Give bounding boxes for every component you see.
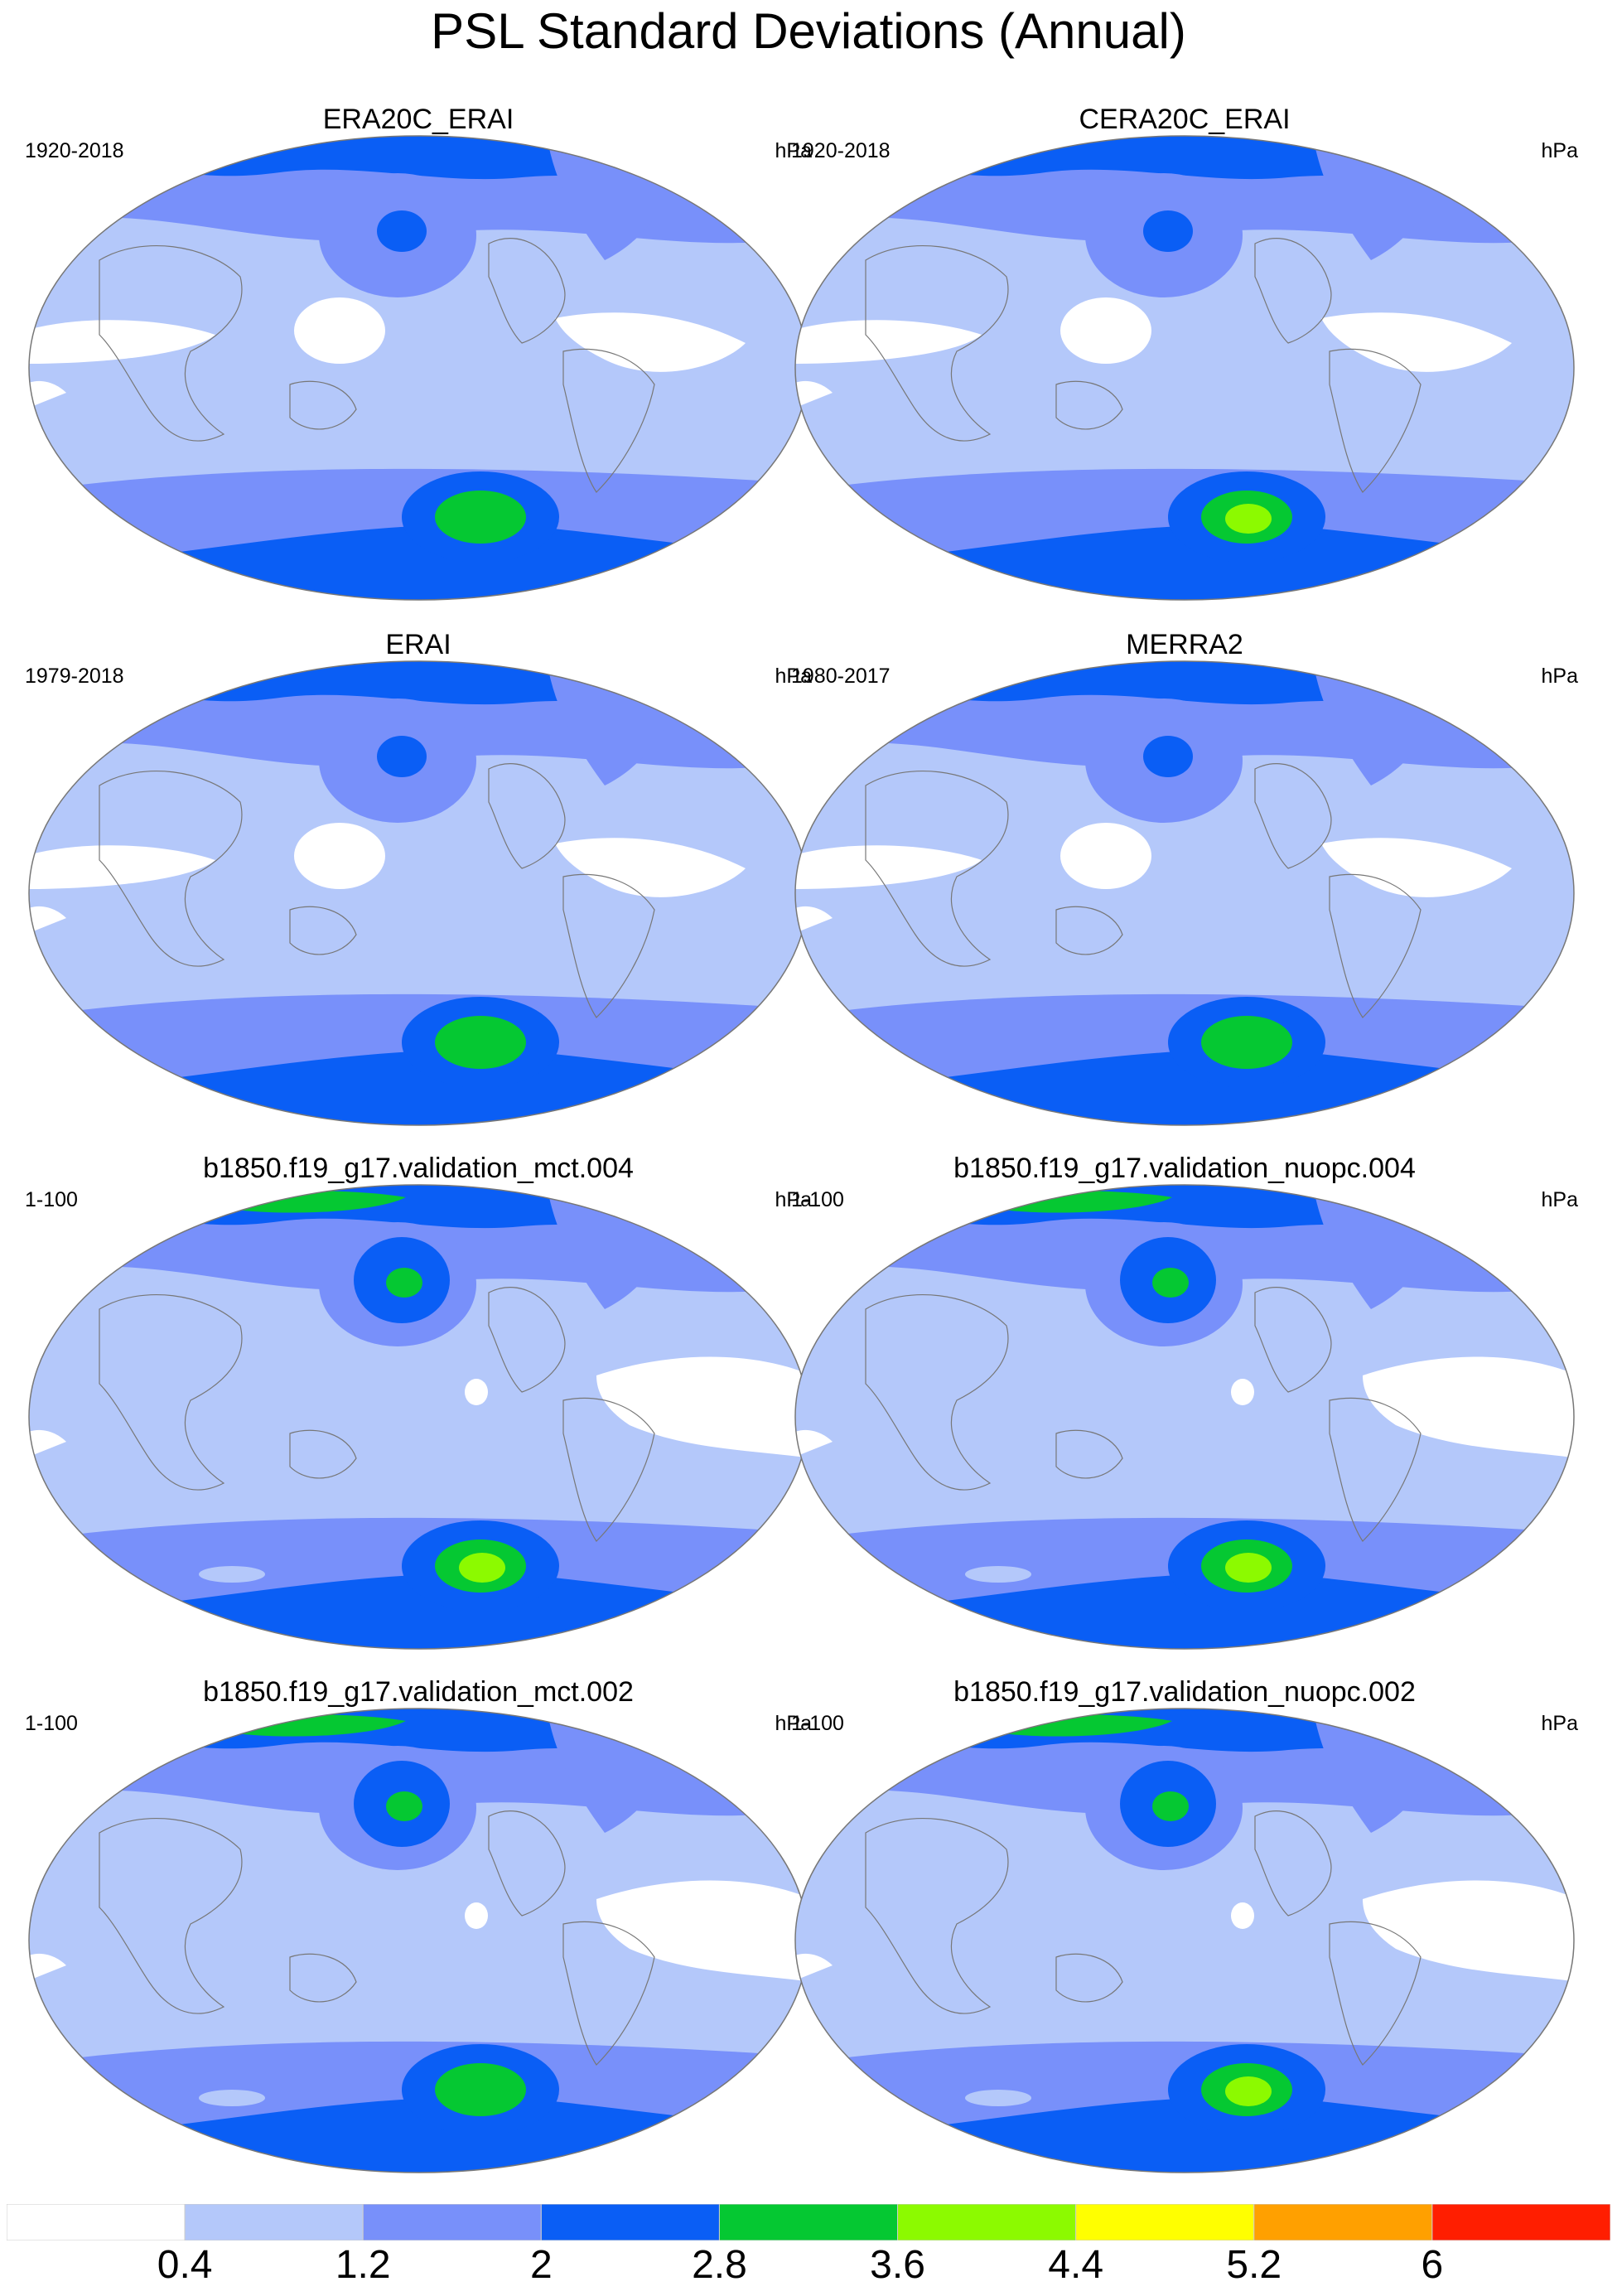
figure-title: PSL Standard Deviations (Annual) — [431, 3, 1186, 59]
panel-units-label: hPa — [1541, 665, 1578, 688]
map-outline — [794, 1184, 1575, 1650]
colorbar-swatch — [718, 2204, 899, 2240]
panel-title: MERRA2 — [1126, 629, 1243, 660]
panel-title: ERAI — [385, 629, 451, 660]
colorbar-tick-label: 2 — [529, 2243, 553, 2287]
panel-units-label: hPa — [1541, 139, 1578, 162]
colorbar-tick-label: 3.6 — [870, 2243, 925, 2287]
colorbar — [7, 2204, 1610, 2240]
map-panel-mct-004: b1850.f19_g17.validation_mct.004 1-100 h… — [25, 1152, 812, 1650]
coastline — [99, 1810, 655, 2066]
map-field — [795, 136, 1574, 600]
coastline — [99, 763, 655, 1018]
panel-period-label: 1-100 — [791, 1188, 844, 1211]
colorbar-swatch — [362, 2204, 542, 2240]
panel-units-label: hPa — [1541, 1712, 1578, 1735]
colorbar-tick-label: 6 — [1421, 2243, 1444, 2287]
standard-deviation-map — [28, 1184, 808, 1650]
panel-title: b1850.f19_g17.validation_mct.004 — [203, 1153, 634, 1184]
colorbar-tick-label: 0.4 — [157, 2243, 213, 2287]
panel-period-label: 1979-2018 — [25, 665, 124, 688]
standard-deviation-map — [794, 1708, 1575, 2173]
colorbar-swatch — [897, 2204, 1077, 2240]
colorbar-tick-label: 2.8 — [692, 2243, 747, 2287]
colorbar-swatch — [1075, 2204, 1255, 2240]
colorbar-swatch — [1253, 2204, 1433, 2240]
map-outline — [794, 660, 1575, 1126]
panel-title: ERA20C_ERAI — [322, 104, 514, 135]
standard-deviation-map — [28, 135, 808, 601]
standard-deviation-map — [794, 660, 1575, 1126]
coastline — [865, 238, 1422, 493]
standard-deviation-map — [794, 135, 1575, 601]
colorbar-swatch — [540, 2204, 720, 2240]
panel-period-label: 1-100 — [791, 1712, 844, 1735]
map-panel-era20c-erai: ERA20C_ERAI 1920-2018 hPa — [25, 103, 812, 601]
panel-units-label: hPa — [1541, 1188, 1578, 1211]
panel-title: CERA20C_ERAI — [1079, 104, 1291, 135]
colorbar-swatch — [1431, 2204, 1610, 2240]
panel-period-label: 1-100 — [25, 1188, 78, 1211]
panel-title: b1850.f19_g17.validation_nuopc.004 — [953, 1153, 1416, 1184]
panel-units-label: hPa — [775, 1188, 812, 1211]
colorbar-tick-label: 5.2 — [1226, 2243, 1282, 2287]
panel-period-label: 1-100 — [25, 1712, 78, 1735]
panel-units-label: hPa — [775, 139, 812, 162]
coastline — [865, 1810, 1422, 2066]
panel-units-label: hPa — [775, 665, 812, 688]
colorbar-swatch — [7, 2204, 186, 2240]
map-field — [795, 661, 1574, 1125]
coastline — [99, 238, 655, 493]
standard-deviation-map — [794, 1184, 1575, 1650]
colorbar-tick-label: 4.4 — [1048, 2243, 1104, 2287]
map-panel-nuopc-004: b1850.f19_g17.validation_nuopc.004 1-100… — [791, 1152, 1578, 1650]
coastline — [865, 763, 1422, 1018]
map-panel-mct-002: b1850.f19_g17.validation_mct.002 1-100 h… — [25, 1675, 812, 2173]
coastline — [865, 1287, 1422, 1542]
map-field — [795, 1185, 1574, 1649]
map-field — [29, 661, 808, 1125]
standard-deviation-map — [28, 1708, 808, 2173]
standard-deviation-map — [28, 660, 808, 1126]
panel-units-label: hPa — [775, 1712, 812, 1735]
panel-period-label: 1920-2018 — [791, 139, 891, 162]
map-panel-erai: ERAI 1979-2018 hPa — [25, 628, 812, 1126]
map-field — [29, 1185, 808, 1649]
coastline — [99, 1287, 655, 1542]
panel-period-label: 1980-2017 — [791, 665, 891, 688]
map-outline — [794, 135, 1575, 601]
map-field — [29, 1709, 808, 2173]
map-field — [795, 1709, 1574, 2173]
map-field — [29, 136, 808, 600]
map-panel-cera20c-erai: CERA20C_ERAI 1920-2018 hPa — [791, 103, 1578, 601]
panel-title: b1850.f19_g17.validation_nuopc.002 — [953, 1676, 1416, 1708]
map-panel-nuopc-002: b1850.f19_g17.validation_nuopc.002 1-100… — [791, 1675, 1578, 2173]
map-panel-merra2: MERRA2 1980-2017 hPa — [791, 628, 1578, 1126]
colorbar-tick-label: 1.2 — [335, 2243, 391, 2287]
colorbar-swatch — [184, 2204, 364, 2240]
panel-period-label: 1920-2018 — [25, 139, 124, 162]
panel-title: b1850.f19_g17.validation_mct.002 — [203, 1676, 634, 1708]
map-outline — [794, 1708, 1575, 2173]
colorbar-labels: 0.4 1.2 2 2.8 3.6 4.4 5.2 6 — [7, 2242, 1610, 2292]
